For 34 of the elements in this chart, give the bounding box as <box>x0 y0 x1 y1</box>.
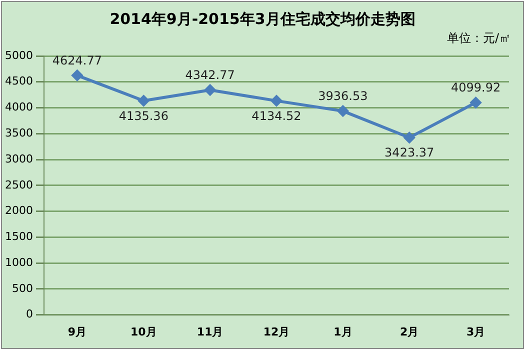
data-label: 4099.92 <box>450 80 501 95</box>
y-tick-label: 1500 <box>4 230 33 244</box>
x-tick-label: 10月 <box>130 325 157 338</box>
y-tick-label: 1000 <box>4 256 33 269</box>
data-label: 4342.77 <box>185 68 235 82</box>
data-label: 4134.52 <box>252 108 302 123</box>
point <box>470 97 482 108</box>
chart-title: 2014年9月-2015年3月住宅成交均价走势图 <box>108 10 416 29</box>
x-tick-label: 1月 <box>334 325 352 338</box>
point <box>270 95 282 106</box>
point <box>138 95 150 106</box>
x-tick-label: 12月 <box>263 325 290 338</box>
point <box>337 106 348 117</box>
point <box>404 132 415 144</box>
y-tick-label: 3500 <box>4 126 33 140</box>
y-tick-label: 3000 <box>4 152 33 166</box>
data-label: 3423.37 <box>384 146 434 160</box>
y-tick-label: 2500 <box>4 178 33 192</box>
y-tick-label: 5000 <box>4 48 33 62</box>
x-tick-label: 2月 <box>400 325 419 338</box>
point <box>204 84 216 96</box>
y-tick-label: 0 <box>26 308 33 321</box>
data-label: 4135.36 <box>118 108 168 123</box>
x-tick-label: 9月 <box>68 325 87 338</box>
data-label: 4624.77 <box>52 54 102 68</box>
y-tick-label: 4000 <box>4 100 33 114</box>
x-tick-label: 3月 <box>466 325 486 338</box>
point <box>72 70 83 81</box>
text: 单位：元/㎡ <box>446 30 511 47</box>
y-tick-label: 2000 <box>4 204 33 218</box>
y-tick-label: 500 <box>12 282 33 295</box>
y-tick-label: 4500 <box>4 74 33 88</box>
x-tick-label: 11月 <box>196 325 224 338</box>
data-label: 3936.53 <box>318 89 368 104</box>
